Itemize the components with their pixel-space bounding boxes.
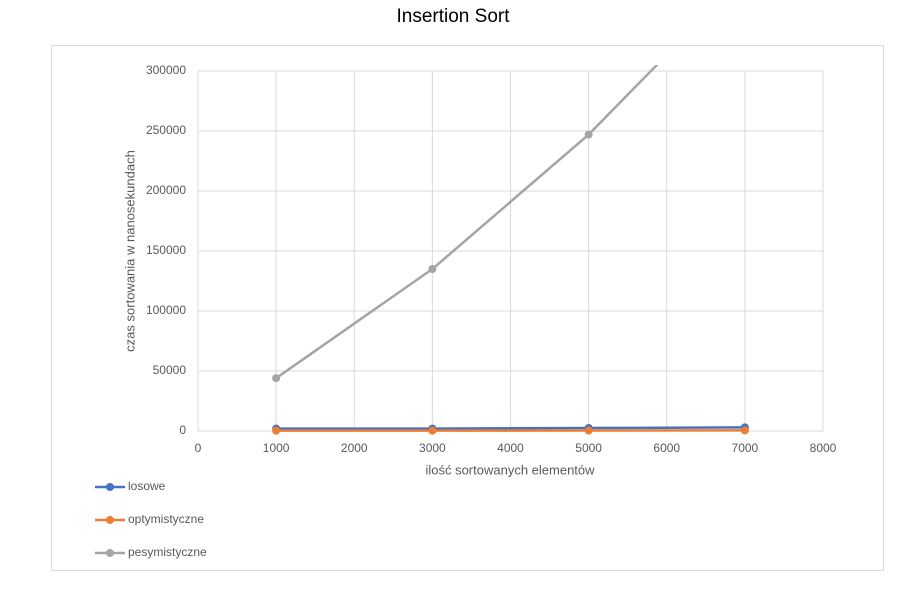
legend-marker xyxy=(106,483,114,491)
y-axis-label: czas sortowania w nanosekundach xyxy=(122,150,137,352)
x-tick-label: 2000 xyxy=(341,441,368,455)
legend-label: losowe xyxy=(128,479,166,493)
x-tick-label: 5000 xyxy=(575,441,602,455)
data-point xyxy=(272,427,280,435)
data-point xyxy=(741,426,749,434)
y-tick-label: 50000 xyxy=(153,363,187,377)
legend-marker xyxy=(106,549,114,557)
legend-label: pesymistyczne xyxy=(128,545,207,559)
data-point xyxy=(585,427,593,435)
x-tick-label: 8000 xyxy=(810,441,837,455)
data-point xyxy=(428,427,436,435)
y-tick-label: 200000 xyxy=(146,183,186,197)
chart-title: Insertion Sort xyxy=(397,6,511,27)
legend-label: optymistyczne xyxy=(128,512,204,526)
series-line xyxy=(276,427,745,428)
x-tick-label: 7000 xyxy=(732,441,759,455)
x-tick-label: 4000 xyxy=(497,441,524,455)
x-tick-label: 0 xyxy=(195,441,202,455)
legend-marker xyxy=(106,516,114,524)
y-tick-label: 150000 xyxy=(146,243,186,257)
x-tick-label: 6000 xyxy=(653,441,680,455)
data-point xyxy=(428,265,436,273)
y-tick-label: 300000 xyxy=(146,63,186,77)
x-tick-label: 1000 xyxy=(263,441,290,455)
x-axis-label: ilość sortowanych elementów xyxy=(425,462,595,477)
y-tick-label: 250000 xyxy=(146,123,186,137)
y-tick-label: 100000 xyxy=(146,303,186,317)
data-point xyxy=(585,131,593,139)
x-tick-label: 3000 xyxy=(419,441,446,455)
y-tick-label: 0 xyxy=(179,423,186,437)
data-point xyxy=(272,374,280,382)
